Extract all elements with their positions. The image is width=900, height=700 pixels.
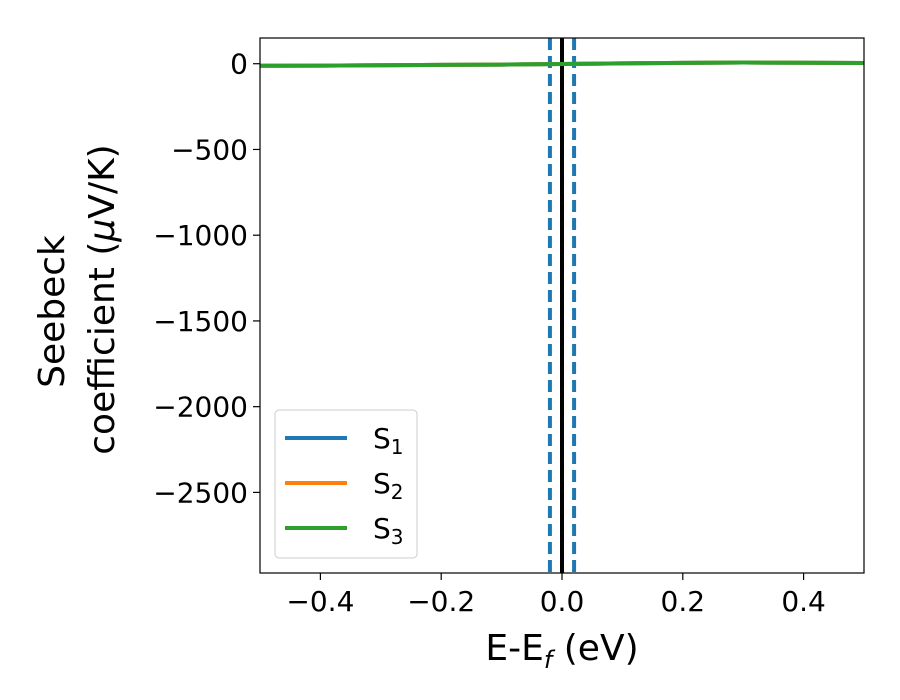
series-line-s3	[259, 60, 865, 68]
x-tick-label: 0.4	[781, 585, 826, 618]
legend-label-sub: 3	[391, 525, 404, 549]
vertical-lines	[547, 38, 577, 573]
y-tick-label: −1000	[153, 219, 248, 252]
legend-label-main: S	[373, 512, 391, 545]
x-axis-label: E-Ef (eV)	[485, 628, 638, 674]
legend-label-main: S	[373, 467, 391, 500]
y-axis-label-line1: Seebeck	[32, 235, 73, 388]
y-tick-label: −2500	[153, 476, 248, 509]
x-axis-label-unit: (eV)	[552, 628, 638, 669]
x-tick-label: −0.2	[407, 585, 475, 618]
legend-item-s1: S1	[285, 422, 404, 459]
legend-item-s2: S2	[285, 467, 404, 504]
legend-label: S2	[373, 467, 404, 504]
legend-label-sub: 2	[391, 480, 404, 504]
y-axis-label: Seebeck coefficient (μV/K)	[32, 144, 123, 454]
x-axis-ticks: −0.4 −0.2 0.0 0.2 0.4	[286, 573, 826, 618]
y-axis-label-mu: μ	[82, 219, 123, 243]
y-axis-label-prefix: coefficient (	[82, 242, 123, 455]
x-tick-label: −0.4	[286, 585, 354, 618]
y-tick-label: −1500	[153, 305, 248, 338]
y-axis-label-line2: coefficient (μV/K)	[82, 144, 123, 454]
x-axis-label-main: E-E	[485, 628, 543, 669]
series-lines	[259, 60, 865, 68]
legend-label: S1	[373, 422, 404, 459]
legend-label-sub: 1	[391, 435, 404, 459]
y-axis-label-unit: V/K)	[82, 144, 123, 218]
y-axis-ticks: 0 −500 −1000 −1500 −2000 −2500	[153, 48, 260, 509]
y-tick-label: 0	[230, 48, 248, 81]
legend-label: S3	[373, 512, 404, 549]
legend-item-s3: S3	[285, 512, 404, 549]
x-tick-label: 0.0	[540, 585, 585, 618]
y-tick-label: −2000	[153, 391, 248, 424]
x-tick-label: 0.2	[661, 585, 706, 618]
legend-label-main: S	[373, 422, 391, 455]
y-tick-label: −500	[171, 133, 248, 166]
